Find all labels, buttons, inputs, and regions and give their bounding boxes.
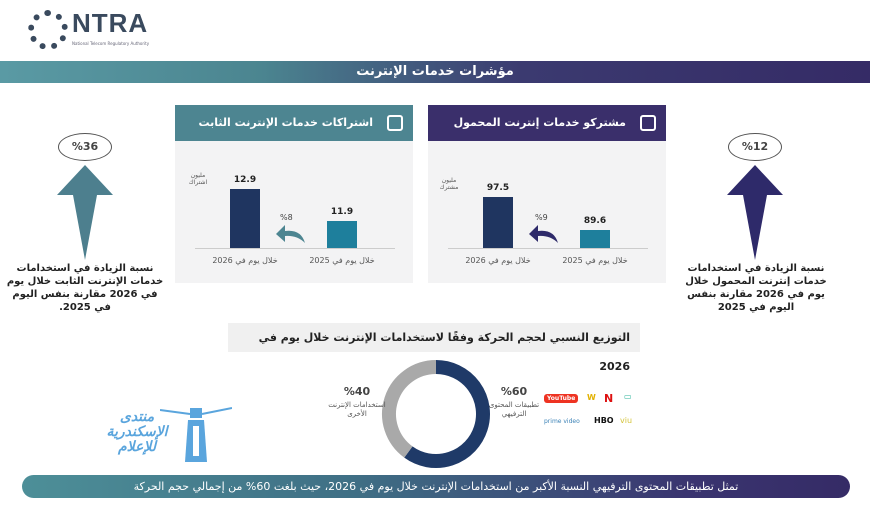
mobile-panel-title: مشتركو خدمات إنترنت المحمول bbox=[453, 116, 626, 129]
mobile-globe-icon bbox=[640, 115, 656, 131]
watermark-line-3: للإعلام bbox=[118, 439, 156, 455]
bar-value-label: 97.5 bbox=[486, 182, 510, 193]
watermark-line-1: منتدى bbox=[119, 409, 155, 425]
router-icon bbox=[387, 115, 403, 131]
distribution-title: التوزيع النسبي لحجم الحركة وفقًا لاستخدا… bbox=[228, 323, 640, 373]
bar-category-label: خلال يوم في 2025 bbox=[562, 256, 628, 265]
footer-summary: تمثل تطبيقات المحتوى الترفيهي النسبة الأ… bbox=[22, 475, 850, 498]
bar-value-label: 11.9 bbox=[330, 206, 354, 217]
fixed-panel-header: اشتراكات خدمات الإنترنت الثابت bbox=[175, 105, 413, 141]
watermark-text: منتدى الإسكندرية للإعلام bbox=[92, 410, 182, 455]
mobile-unit-label: مليون مشترك bbox=[439, 177, 459, 191]
mobile-internet-panel: مشتركو خدمات إنترنت المحمول مليون مشترك … bbox=[428, 105, 666, 283]
entertainment-percent: %60 bbox=[500, 385, 528, 398]
fixed-usage-growth-text: نسبة الزيادة في استخدامات خدمات الإنترنت… bbox=[6, 263, 164, 313]
curved-arrow-icon bbox=[276, 225, 305, 243]
traffic-donut-chart bbox=[382, 360, 490, 468]
page-title: مؤشرات خدمات الإنترنت bbox=[0, 61, 870, 83]
up-arrow-icon bbox=[727, 165, 783, 260]
mobile-usage-growth-text: نسبة الزيادة في استخدامات خدمات إنترنت ا… bbox=[685, 263, 827, 313]
ntra-logo-mark bbox=[28, 10, 68, 50]
bar-2025 bbox=[327, 220, 357, 248]
bar-2026 bbox=[483, 196, 513, 248]
bar-category-label: خلال يوم في 2026 bbox=[465, 256, 531, 265]
hbo-logo: HBO bbox=[594, 416, 614, 425]
fixed-unit-label: مليون اشتراك bbox=[188, 172, 208, 186]
fixed-panel-title: اشتراكات خدمات الإنترنت الثابت bbox=[198, 116, 373, 129]
up-arrow-icon bbox=[57, 165, 113, 260]
entertainment-label: تطبيقات المحتوى الترفيهي bbox=[488, 401, 540, 418]
prime-video-logo: prime video bbox=[544, 418, 580, 425]
ntra-logo-text: NTRA bbox=[72, 8, 149, 38]
fixed-growth-label: %8 bbox=[280, 213, 293, 222]
bar-value-label: 89.6 bbox=[583, 215, 607, 226]
other-usage-label: استخدامات الإنترنت الأخرى bbox=[328, 401, 386, 418]
watch-it-logo: W bbox=[587, 393, 596, 402]
youtube-logo: YouTube bbox=[544, 394, 579, 403]
bar-value-label: 12.9 bbox=[233, 174, 257, 185]
viu-logo: viu bbox=[620, 416, 633, 425]
fixed-usage-growth-badge: %36 bbox=[58, 133, 112, 161]
donut-slice bbox=[404, 360, 490, 468]
watermark-line-2: الإسكندرية bbox=[106, 424, 168, 440]
fixed-baseline bbox=[195, 248, 395, 249]
mobile-panel-header: مشتركو خدمات إنترنت المحمول bbox=[428, 105, 666, 141]
bar-category-label: خلال يوم في 2026 bbox=[212, 256, 278, 265]
mobile-growth-label: %9 bbox=[535, 213, 548, 222]
mobile-usage-growth-badge: %12 bbox=[728, 133, 782, 161]
lighthouse-icon bbox=[160, 407, 232, 462]
bar-2025 bbox=[580, 229, 610, 248]
ntra-logo-subtitle: National Telecom Regulatory Authority bbox=[72, 41, 150, 46]
shahid-logo: ▭ bbox=[624, 392, 632, 401]
other-usage-percent: %40 bbox=[343, 385, 371, 398]
bar-category-label: خلال يوم في 2025 bbox=[309, 256, 375, 265]
mobile-baseline bbox=[448, 248, 648, 249]
donut-slice bbox=[382, 360, 437, 458]
bar-2026 bbox=[230, 188, 260, 248]
netflix-logo: N bbox=[604, 392, 614, 405]
fixed-internet-panel: اشتراكات خدمات الإنترنت الثابت مليون اشت… bbox=[175, 105, 413, 283]
curved-arrow-icon bbox=[529, 225, 558, 243]
